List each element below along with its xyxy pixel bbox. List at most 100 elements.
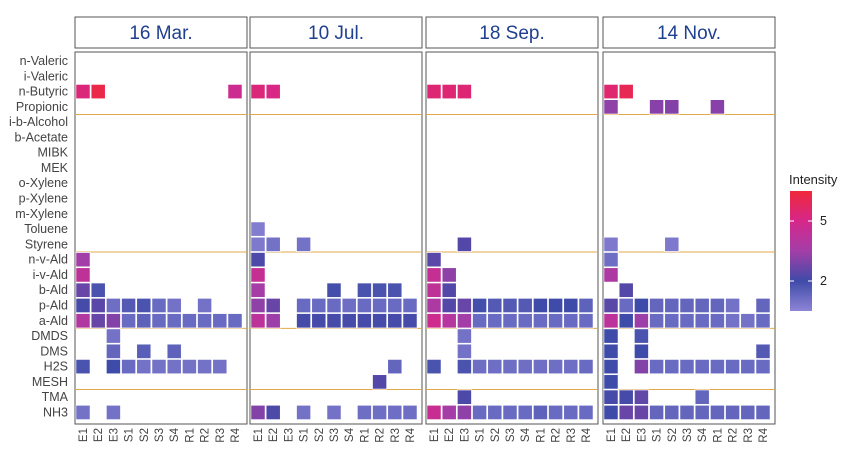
cell-nh3-e1 — [250, 404, 266, 421]
row-label-i-b-alcohol: i-b-Alcohol — [9, 115, 68, 129]
cell-p-ald-r3 — [387, 297, 403, 314]
cell-styrene-s2 — [664, 236, 680, 253]
cell-a-ald-e1 — [250, 313, 266, 329]
cell-mesh-r2 — [372, 374, 388, 390]
row-label-h2s: H2S — [44, 360, 68, 374]
cell-nh3-s3 — [679, 404, 695, 421]
cell-p-ald-s4 — [694, 297, 710, 314]
legend-title: Intensity — [789, 172, 838, 187]
cell-p-ald-s3 — [151, 297, 167, 314]
cell-p-ald-e1 — [75, 297, 91, 314]
cell-a-ald-e1 — [75, 313, 91, 329]
col-label-r2: R2 — [551, 428, 563, 443]
cell-a-ald-s2 — [311, 313, 327, 329]
cell-p-ald-r1 — [356, 297, 372, 314]
col-label-s1: S1 — [475, 428, 487, 442]
cell-nh3-s1 — [296, 404, 312, 421]
col-label-e3: E3 — [636, 428, 648, 442]
cell-tma-e2 — [618, 389, 634, 405]
cell-p-ald-r3 — [563, 297, 579, 314]
cell-a-ald-e2 — [618, 313, 634, 329]
col-label-r1: R1 — [712, 428, 724, 443]
cell-h2s-s2 — [136, 358, 152, 375]
facet-header — [602, 16, 776, 49]
cell-p-ald-s3 — [679, 297, 695, 314]
cell-h2s-r3 — [563, 358, 579, 375]
cell-h2s-r3 — [212, 358, 228, 375]
facet-title: 18 Sep. — [479, 23, 545, 44]
cell-p-ald-e1 — [426, 297, 442, 314]
row-label-p-xylene: p-Xylene — [19, 192, 68, 206]
cell-n-butyric-e2 — [618, 83, 634, 100]
cell-a-ald-s2 — [487, 313, 503, 329]
cell-a-ald-r2 — [548, 313, 564, 329]
row-label-n-butyric: n-Butyric — [19, 85, 68, 99]
cell-a-ald-e3 — [633, 313, 649, 329]
cell-n-butyric-e1 — [250, 83, 266, 100]
cell-nh3-s1 — [649, 404, 665, 421]
cell-b-ald-e2 — [618, 282, 634, 298]
cell-a-ald-r1 — [181, 313, 197, 329]
cell-h2s-s2 — [487, 358, 503, 375]
cell-nh3-r3 — [387, 404, 403, 421]
cell-nh3-r2 — [725, 404, 741, 421]
row-label-i-v-ald: i-v-Ald — [33, 268, 68, 282]
col-label-r1: R1 — [184, 428, 196, 443]
col-label-e2: E2 — [621, 428, 633, 442]
cell-nh3-r1 — [709, 404, 725, 421]
cell-h2s-r2 — [725, 358, 741, 375]
cell-tma-e3 — [633, 389, 649, 405]
cell-i-v-ald-e1 — [426, 267, 442, 283]
cell-dmds-e3 — [105, 328, 121, 344]
cell-a-ald-e2 — [265, 313, 281, 329]
cell-styrene-s1 — [296, 236, 312, 253]
cell-a-ald-s3 — [151, 313, 167, 329]
cell-mesh-e1 — [603, 374, 619, 390]
cell-nh3-r3 — [740, 404, 756, 421]
cell-b-ald-e1 — [426, 282, 442, 298]
cell-b-ald-e2 — [441, 282, 457, 298]
row-label-toluene: Toluene — [24, 222, 68, 236]
cell-p-ald-e3 — [456, 297, 472, 314]
cell-h2s-s3 — [151, 358, 167, 375]
col-label-s4: S4 — [344, 427, 356, 442]
cell-dms-s2 — [136, 343, 152, 359]
cell-styrene-e1 — [250, 236, 266, 253]
col-label-s3: S3 — [329, 428, 341, 442]
cell-h2s-r2 — [548, 358, 564, 375]
cell-a-ald-s3 — [679, 313, 695, 329]
col-label-s2: S2 — [490, 428, 502, 442]
cell-i-v-ald-e1 — [250, 267, 266, 283]
row-label-n-v-ald: n-v-Ald — [28, 253, 68, 267]
col-label-r3: R3 — [390, 428, 402, 443]
cell-a-ald-e3 — [456, 313, 472, 329]
cell-p-ald-s1 — [296, 297, 312, 314]
cell-h2s-s2 — [664, 358, 680, 375]
cell-h2s-s1 — [472, 358, 488, 375]
cell-p-ald-e2 — [441, 297, 457, 314]
cell-nh3-e2 — [618, 404, 634, 421]
cell-p-ald-r1 — [532, 297, 548, 314]
col-label-r3: R3 — [743, 428, 755, 443]
cell-h2s-e1 — [75, 358, 91, 375]
cell-a-ald-s3 — [326, 313, 342, 329]
cell-n-v-ald-e1 — [426, 251, 442, 268]
cell-b-ald-s3 — [326, 282, 342, 298]
col-label-e3: E3 — [283, 428, 295, 442]
col-label-e3: E3 — [459, 428, 471, 442]
cell-a-ald-s4 — [341, 313, 357, 329]
cell-p-ald-r1 — [709, 297, 725, 314]
cell-h2s-s1 — [649, 358, 665, 375]
row-label-a-ald: a-Ald — [39, 314, 68, 328]
cell-nh3-e3 — [105, 404, 121, 421]
cell-n-butyric-r4 — [227, 83, 243, 100]
cell-dmds-e3 — [633, 328, 649, 344]
cell-p-ald-s2 — [664, 297, 680, 314]
cell-p-ald-s4 — [341, 297, 357, 314]
cell-a-ald-r1 — [532, 313, 548, 329]
col-label-r4: R4 — [758, 427, 770, 442]
cell-a-ald-s1 — [649, 313, 665, 329]
cell-dmds-e1 — [603, 328, 619, 344]
cell-propionic-e1 — [603, 99, 619, 115]
row-label-mibk: MIBK — [37, 146, 68, 160]
